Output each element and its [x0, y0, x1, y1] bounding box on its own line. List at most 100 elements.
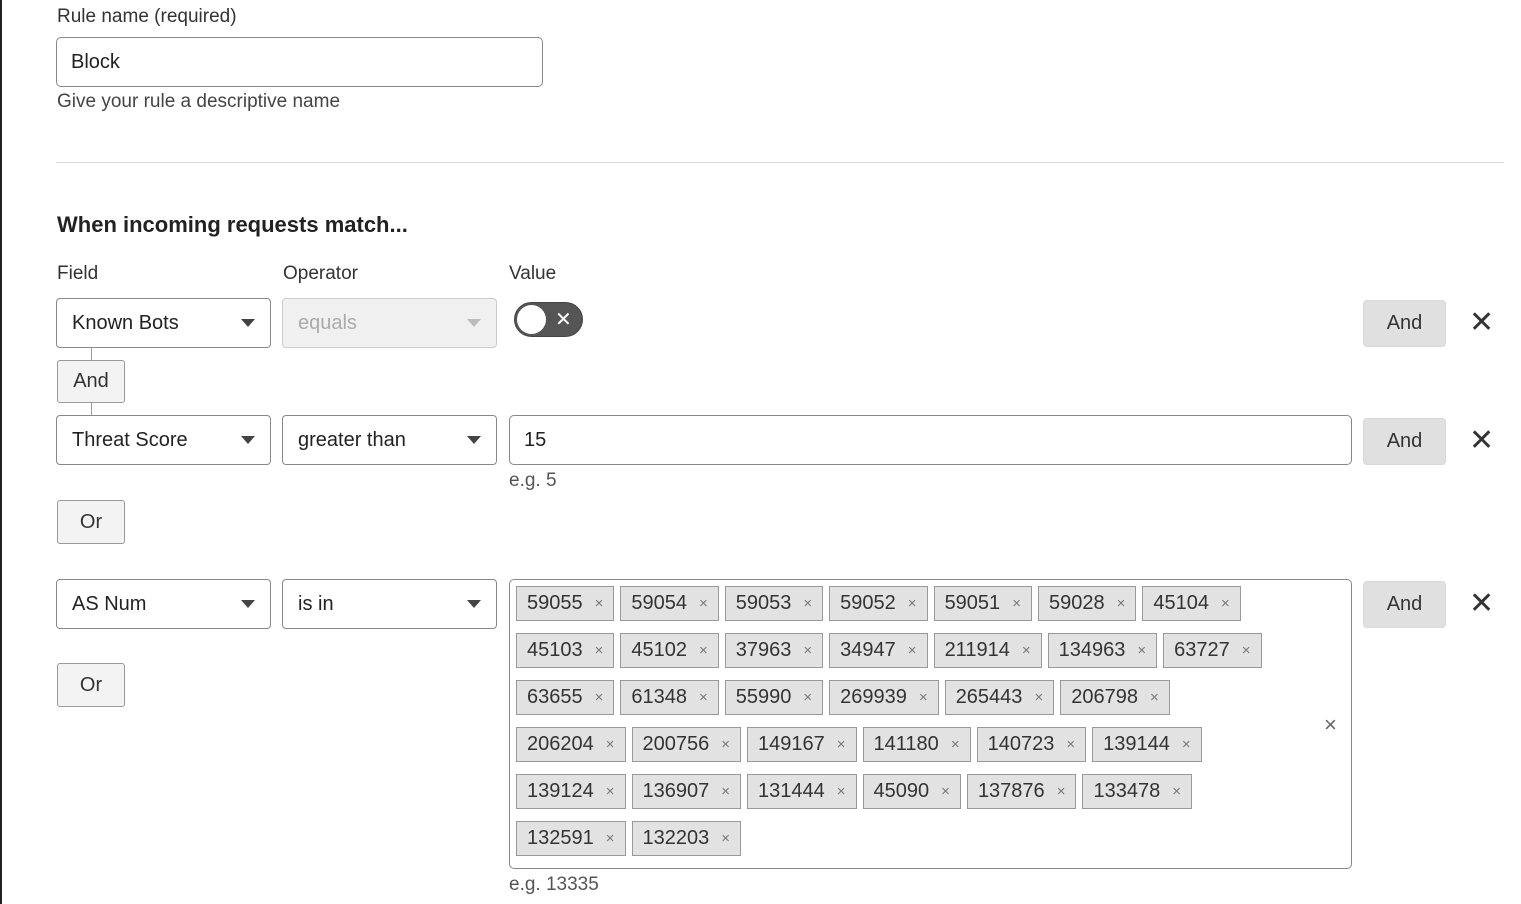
tag-label: 265443	[955, 686, 1023, 708]
remove-tag-icon[interactable]: ×	[803, 642, 813, 659]
clear-all-icon[interactable]: ×	[1324, 712, 1337, 737]
and-connector[interactable]: And	[57, 360, 125, 403]
tag-row: 132591 × 132203 ×	[516, 821, 1345, 856]
as-num-tag: 59051 ×	[933, 586, 1032, 621]
as-num-tag: 34947 ×	[829, 633, 928, 668]
caret-down-icon	[241, 600, 255, 608]
tag-label: 141180	[873, 733, 939, 755]
as-num-hint: e.g. 13335	[509, 874, 599, 895]
tag-row: 59055 × 59054 × 59053 × 59052 × 59051 × 59028 × 4510…	[516, 586, 1345, 621]
field-select-known-bots[interactable]: Known Bots	[56, 298, 271, 348]
remove-tag-icon[interactable]: ×	[1066, 736, 1076, 753]
caret-down-icon	[467, 319, 481, 327]
or-button-2[interactable]: Or	[57, 663, 125, 707]
rule-name-input[interactable]: Block	[56, 37, 543, 87]
remove-tag-icon[interactable]: ×	[699, 642, 708, 659]
remove-tag-icon[interactable]: ×	[605, 830, 615, 847]
and-button-row1[interactable]: And	[1363, 300, 1446, 347]
operator-select-disabled: equals	[282, 298, 497, 348]
remove-tag-icon[interactable]: ×	[1137, 642, 1147, 659]
remove-tag-icon[interactable]: ×	[594, 642, 604, 659]
value-header: Value	[509, 263, 557, 284]
tag-label: 211914	[944, 639, 1010, 661]
as-num-tag: 59055 ×	[516, 586, 615, 621]
remove-tag-icon[interactable]: ×	[907, 595, 917, 612]
operator-select-greater-than[interactable]: greater than	[282, 415, 497, 465]
tag-label: 133478	[1093, 780, 1161, 802]
section-title: When incoming requests match...	[57, 212, 408, 237]
remove-tag-icon[interactable]: ×	[803, 595, 813, 612]
field-value: AS Num	[72, 592, 147, 615]
as-num-tag: 37963 ×	[724, 633, 824, 668]
remove-tag-icon[interactable]: ×	[1116, 595, 1126, 612]
tag-label: 206204	[527, 733, 594, 755]
close-icon[interactable]: ✕	[1469, 306, 1495, 339]
tag-label: 59052	[840, 592, 896, 614]
remove-tag-icon[interactable]: ×	[1056, 783, 1066, 800]
as-num-tag: 265443 ×	[944, 680, 1055, 715]
remove-tag-icon[interactable]: ×	[605, 736, 615, 753]
rule-name-help: Give your rule a descriptive name	[57, 91, 341, 112]
remove-tag-icon[interactable]: ×	[699, 595, 708, 612]
as-num-tag: 211914 ×	[933, 633, 1042, 668]
remove-tag-icon[interactable]: ×	[836, 736, 846, 753]
as-num-tag: 59052 ×	[829, 586, 928, 621]
remove-tag-icon[interactable]: ×	[721, 830, 731, 847]
as-num-tag: 132203 ×	[631, 821, 742, 856]
as-num-tag: 61348 ×	[620, 680, 719, 715]
remove-tag-icon[interactable]: ×	[594, 689, 604, 706]
and-button-row2[interactable]: And	[1363, 418, 1446, 465]
known-bots-toggle[interactable]: ✕	[514, 302, 583, 337]
remove-tag-icon[interactable]: ×	[941, 783, 950, 800]
tag-label: 136907	[642, 780, 710, 802]
remove-tag-icon[interactable]: ×	[699, 689, 708, 706]
and-button-row3[interactable]: And	[1363, 581, 1446, 628]
tag-label: 45102	[631, 639, 688, 661]
remove-tag-icon[interactable]: ×	[594, 595, 604, 612]
close-icon[interactable]: ✕	[1469, 424, 1495, 457]
tag-label: 34947	[840, 639, 896, 661]
remove-tag-icon[interactable]: ×	[1181, 736, 1191, 753]
remove-tag-icon[interactable]: ×	[1034, 689, 1044, 706]
remove-tag-icon[interactable]: ×	[1241, 642, 1251, 659]
field-select-as-num[interactable]: AS Num	[56, 579, 271, 629]
tag-label: 139144	[1103, 733, 1170, 755]
operator-header: Operator	[283, 263, 358, 284]
tag-label: 59051	[944, 592, 1001, 614]
threat-score-value-input[interactable]: 15	[509, 415, 1352, 465]
or-button-1[interactable]: Or	[57, 500, 125, 544]
remove-tag-icon[interactable]: ×	[1149, 689, 1159, 706]
remove-tag-icon[interactable]: ×	[907, 642, 917, 659]
divider	[56, 162, 1504, 163]
remove-tag-icon[interactable]: ×	[950, 736, 960, 753]
operator-value: is in	[298, 592, 334, 615]
remove-tag-icon[interactable]: ×	[1172, 783, 1181, 800]
remove-tag-icon[interactable]: ×	[605, 783, 615, 800]
tag-label: 137876	[977, 780, 1045, 802]
tag-label: 59028	[1048, 592, 1105, 614]
tag-label: 61348	[631, 686, 688, 708]
caret-down-icon	[241, 436, 255, 444]
remove-tag-icon[interactable]: ×	[1220, 595, 1230, 612]
as-num-tag: 149167 ×	[747, 727, 857, 762]
remove-tag-icon[interactable]: ×	[1021, 642, 1031, 659]
tag-label: 45103	[527, 639, 583, 661]
close-icon[interactable]: ✕	[1469, 587, 1495, 620]
as-num-tag-input[interactable]: 59055 × 59054 × 59053 × 59052 × 59051 × 59028 × 4510…	[509, 579, 1352, 869]
as-num-tag: 59053 ×	[724, 586, 824, 621]
tag-label: 139124	[527, 780, 594, 802]
toggle-knob	[517, 305, 546, 334]
remove-tag-icon[interactable]: ×	[721, 783, 731, 800]
tag-label: 45104	[1153, 592, 1209, 614]
remove-tag-icon[interactable]: ×	[803, 689, 813, 706]
field-select-threat-score[interactable]: Threat Score	[56, 415, 271, 465]
as-num-tag: 141180 ×	[862, 727, 971, 762]
remove-tag-icon[interactable]: ×	[721, 736, 731, 753]
as-num-tag: 139144 ×	[1092, 727, 1202, 762]
operator-value: greater than	[298, 428, 406, 451]
remove-tag-icon[interactable]: ×	[918, 689, 928, 706]
operator-select-is-in[interactable]: is in	[282, 579, 497, 629]
remove-tag-icon[interactable]: ×	[836, 783, 846, 800]
as-num-tag: 133478 ×	[1082, 774, 1192, 809]
remove-tag-icon[interactable]: ×	[1012, 595, 1021, 612]
